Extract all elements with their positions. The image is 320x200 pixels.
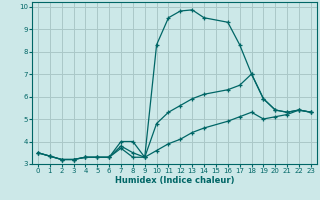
X-axis label: Humidex (Indice chaleur): Humidex (Indice chaleur) (115, 176, 234, 185)
